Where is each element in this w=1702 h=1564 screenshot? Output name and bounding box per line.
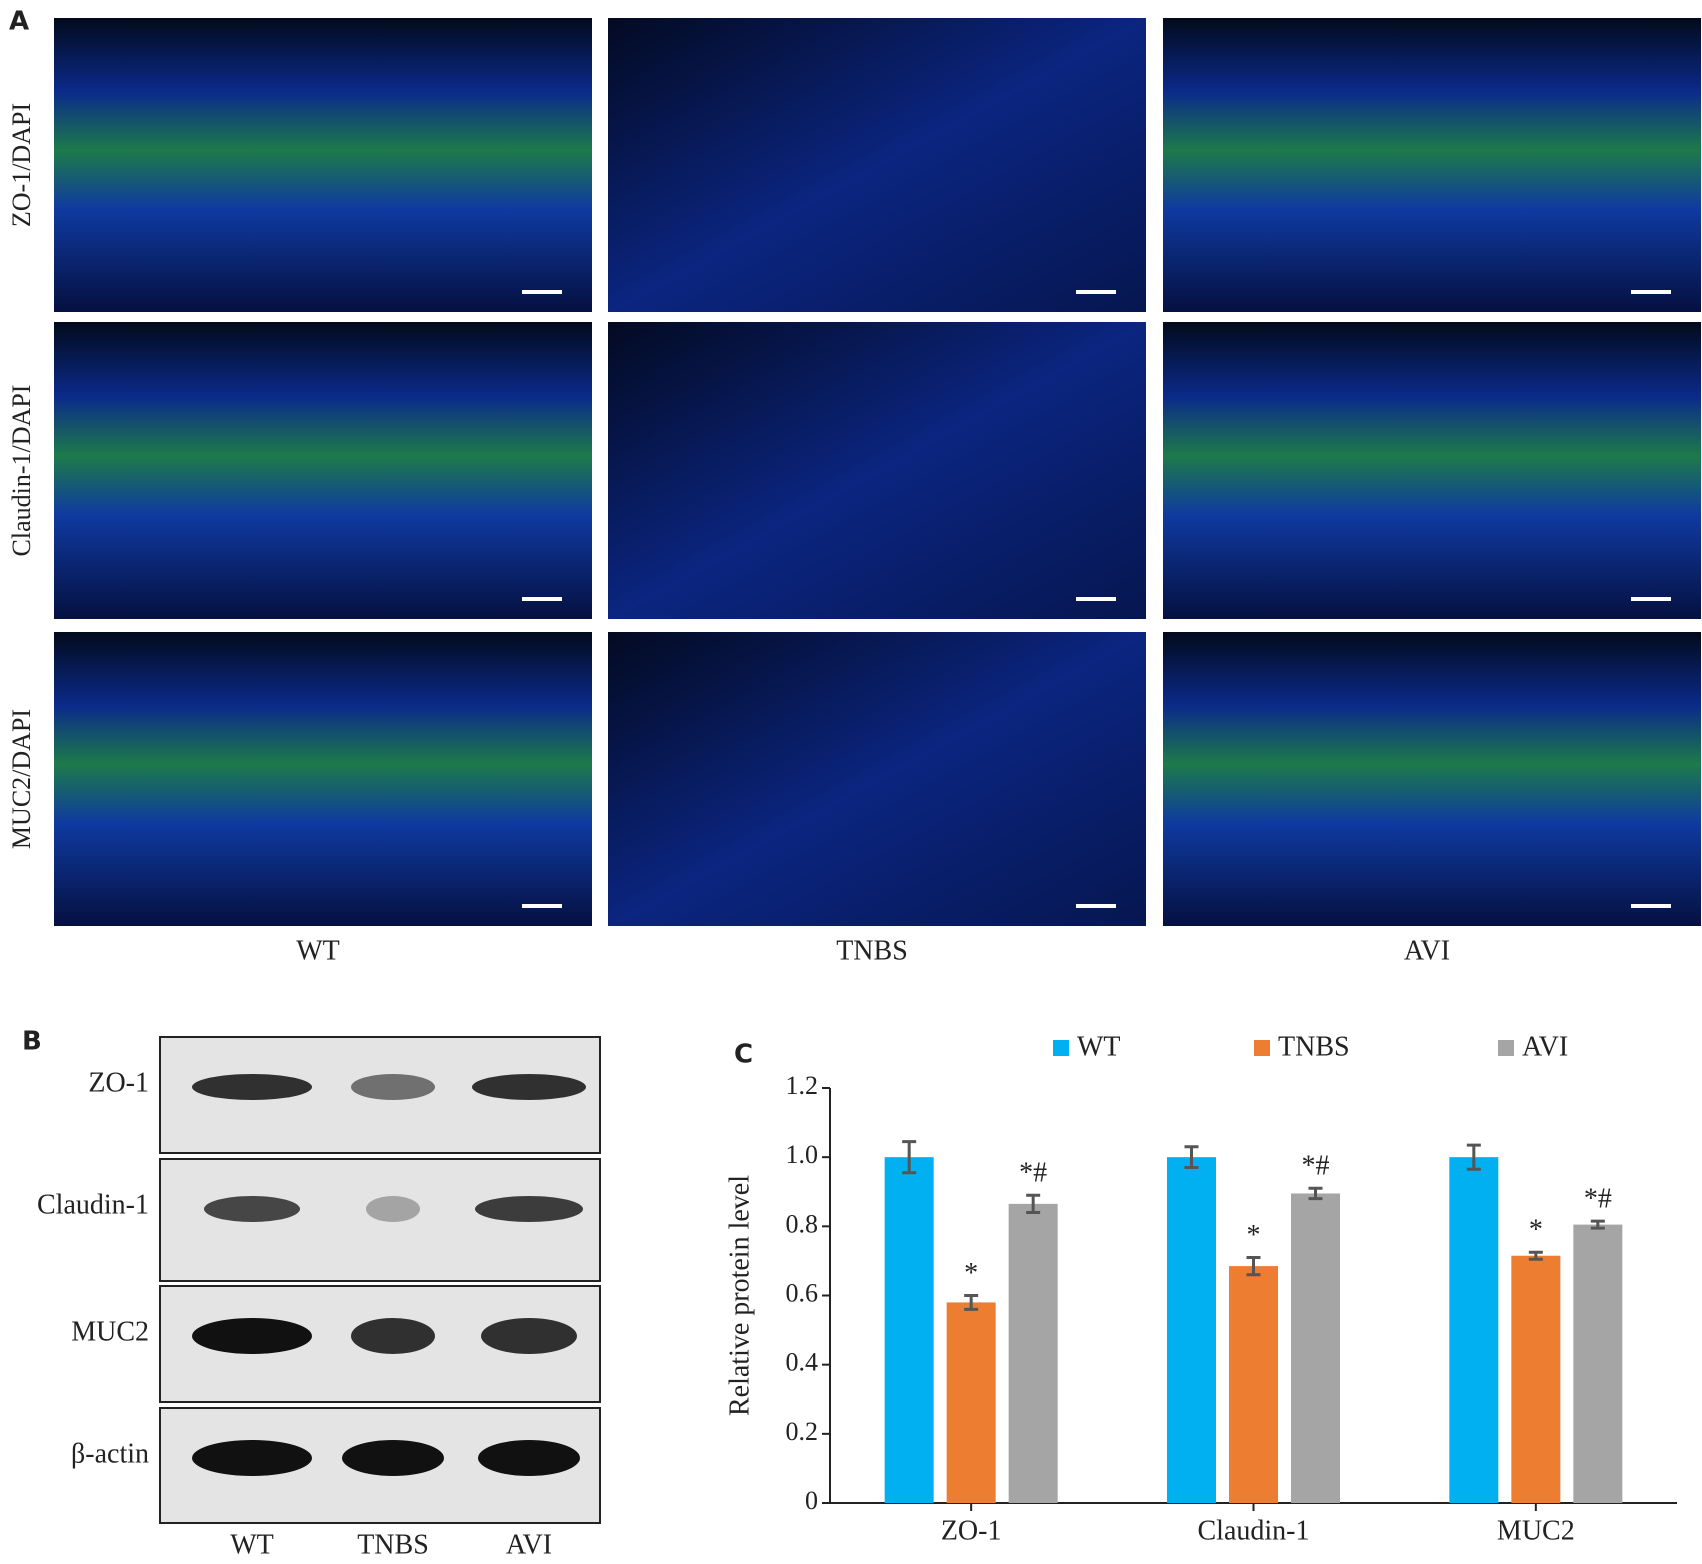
y-tick-label: 0.8 bbox=[786, 1209, 819, 1238]
band bbox=[192, 1440, 312, 1476]
micrograph bbox=[608, 322, 1146, 619]
legend-swatch bbox=[1498, 1040, 1514, 1056]
band bbox=[366, 1196, 420, 1222]
band bbox=[342, 1440, 444, 1476]
y-tick-label: 0.4 bbox=[786, 1348, 819, 1377]
error-bar bbox=[1184, 1145, 1199, 1170]
error-bar bbox=[902, 1140, 917, 1175]
band bbox=[472, 1074, 586, 1100]
error-bar bbox=[1528, 1250, 1543, 1261]
micrograph bbox=[608, 18, 1146, 312]
legend-label: AVI bbox=[1522, 1031, 1568, 1062]
legend-label: TNBS bbox=[1278, 1031, 1350, 1062]
y-tick-label: 1.2 bbox=[786, 1071, 819, 1100]
band bbox=[351, 1318, 435, 1354]
row-label: β-actin bbox=[71, 1438, 149, 1469]
x-tick-label: MUC2 bbox=[1497, 1515, 1575, 1546]
y-axis-label: Relative protein level bbox=[724, 1175, 755, 1416]
bar bbox=[1573, 1224, 1623, 1503]
significance-label: *# bbox=[1302, 1151, 1330, 1182]
bar bbox=[1511, 1255, 1561, 1503]
error-bar bbox=[1308, 1186, 1323, 1201]
row-label: ZO-1 bbox=[88, 1067, 149, 1098]
band bbox=[192, 1318, 312, 1354]
micrograph bbox=[54, 18, 592, 312]
row-label: Claudin-1 bbox=[37, 1189, 149, 1220]
bar bbox=[1449, 1157, 1499, 1503]
y-tick-label: 0.6 bbox=[786, 1278, 819, 1307]
column-label: TNBS bbox=[357, 1529, 429, 1560]
error-bar bbox=[1246, 1255, 1261, 1277]
row-label: MUC2 bbox=[71, 1316, 149, 1347]
significance-label: * bbox=[1529, 1215, 1543, 1246]
column-label: AVI bbox=[506, 1529, 552, 1560]
panel-label: B bbox=[22, 1027, 42, 1057]
error-bar bbox=[964, 1294, 979, 1311]
band bbox=[204, 1196, 300, 1222]
legend-label: WT bbox=[1077, 1031, 1121, 1062]
x-tick-label: ZO-1 bbox=[941, 1515, 1002, 1546]
y-tick-label: 1.0 bbox=[786, 1140, 819, 1169]
legend-swatch bbox=[1254, 1040, 1270, 1056]
micrograph bbox=[608, 632, 1146, 926]
significance-label: *# bbox=[1584, 1184, 1612, 1215]
micrograph bbox=[1163, 322, 1701, 619]
y-tick-label: 0.2 bbox=[786, 1417, 819, 1446]
significance-label: * bbox=[964, 1258, 978, 1289]
micrograph bbox=[54, 632, 592, 926]
row-label: Claudin-1/DAPI bbox=[7, 385, 36, 557]
column-label: TNBS bbox=[836, 935, 908, 966]
error-bar bbox=[1590, 1219, 1605, 1230]
error-bar bbox=[1466, 1143, 1481, 1171]
panel-label: C bbox=[734, 1040, 753, 1070]
bar bbox=[1008, 1203, 1058, 1503]
bar bbox=[946, 1302, 996, 1503]
band bbox=[478, 1440, 580, 1476]
bar bbox=[1291, 1193, 1340, 1503]
panel-label: A bbox=[9, 7, 29, 37]
micrograph bbox=[1163, 18, 1701, 312]
row-label: ZO-1/DAPI bbox=[7, 103, 36, 227]
significance-label: *# bbox=[1019, 1158, 1047, 1189]
significance-label: * bbox=[1247, 1220, 1261, 1251]
band bbox=[192, 1074, 312, 1100]
column-label: WT bbox=[296, 935, 340, 966]
band bbox=[481, 1318, 577, 1354]
bar bbox=[884, 1157, 934, 1503]
bar bbox=[1167, 1157, 1216, 1503]
error-bar bbox=[1026, 1193, 1041, 1214]
band bbox=[475, 1196, 583, 1222]
legend-swatch bbox=[1053, 1040, 1069, 1056]
column-label: AVI bbox=[1404, 935, 1450, 966]
micrograph bbox=[54, 322, 592, 619]
row-label: MUC2/DAPI bbox=[7, 709, 36, 849]
micrograph bbox=[1163, 632, 1701, 926]
y-tick-label: 0 bbox=[805, 1486, 818, 1515]
band bbox=[351, 1074, 435, 1100]
column-label: WT bbox=[230, 1529, 274, 1560]
bar bbox=[1229, 1266, 1278, 1503]
x-tick-label: Claudin-1 bbox=[1198, 1515, 1310, 1546]
